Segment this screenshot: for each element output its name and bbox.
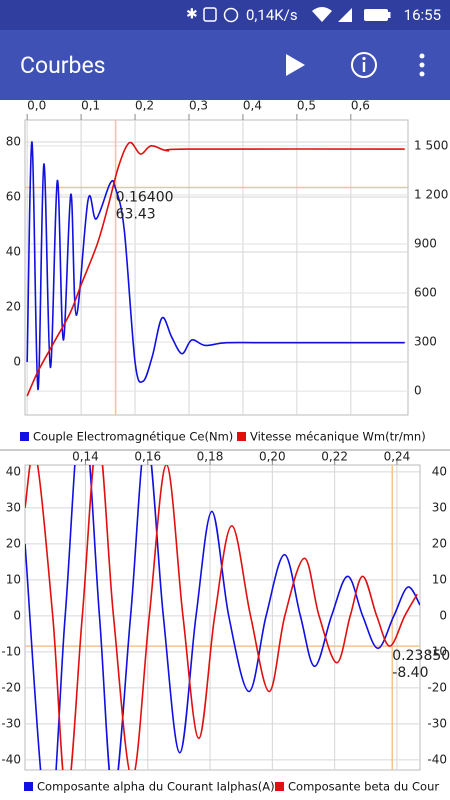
legend-swatch [275, 782, 284, 791]
y2-tick-label: 0 [414, 384, 422, 398]
y-tick-label: 20 [6, 536, 21, 550]
series-line [26, 141, 405, 391]
y-tick-label: 20 [6, 299, 21, 313]
y-tick-label: -30 [1, 716, 21, 730]
y-tick-label-right: -20 [427, 680, 447, 694]
y-tick-label: 40 [6, 244, 21, 258]
x-tick-label: 0,2 [135, 99, 154, 113]
legend-swatch [20, 432, 29, 441]
chart: 0,14 0,16 0,18 0,20 0,22 0,24-40 -40-30 -30-20-… [1, 450, 450, 794]
status-icons: ✱ [186, 7, 391, 23]
cursor-x-label: 0.23850 [392, 648, 450, 664]
y-tick-label: 40 [6, 464, 21, 478]
battery-icon [364, 9, 388, 21]
y2-tick-label: 300 [414, 335, 437, 349]
legend-label: Composante beta du Cour [288, 780, 439, 794]
bluetooth-icon: ✱ [186, 7, 198, 23]
y-tick-label: 80 [6, 134, 21, 148]
plot-area [24, 464, 421, 771]
legend-label: Vitesse mécanique Wm(tr/mn) [250, 430, 426, 444]
signal-icon [338, 8, 352, 22]
y-tick-label: -10 [1, 644, 21, 658]
y-tick-label: -20 [1, 680, 21, 694]
cursor-x-label: 0.16400 [116, 190, 174, 206]
legend-swatch [237, 432, 246, 441]
plot-lines [25, 465, 420, 770]
y-tick-label: 10 [6, 572, 21, 586]
x-tick-label: 0,16 [134, 450, 161, 464]
x-tick-label: 0,3 [189, 99, 208, 113]
alarm-icon [223, 7, 239, 23]
legend-label: Composante alpha du Courant Ialphas(A) [37, 780, 275, 794]
battery-tip [388, 12, 391, 18]
y2-tick-label: 600 [414, 286, 437, 300]
x-tick-label: 0,4 [243, 99, 262, 113]
x-tick-label: 0,0 [27, 99, 46, 113]
x-tick-label: 0,14 [72, 450, 99, 464]
x-tick-label: 0,20 [259, 450, 286, 464]
y-tick-label-right: -10 [427, 644, 447, 658]
legend-swatch [24, 782, 33, 791]
x-tick-label: 0,6 [351, 99, 370, 113]
y-tick-label-right: -40 [427, 752, 447, 766]
network-speed: 0,14K/s [246, 6, 298, 24]
series-line [25, 465, 418, 770]
app-title: Courbes [20, 52, 106, 79]
y-tick-label-right: 0 [439, 608, 447, 622]
y-tick-label: 60 [6, 189, 21, 203]
plot-lines [25, 120, 408, 415]
x-tick-label: 0,22 [321, 450, 348, 464]
legend-label: Couple Electromagnétique Ce(Nm) [33, 430, 233, 444]
x-tick-label: 0,1 [81, 99, 100, 113]
vibrate-icon [203, 7, 217, 22]
y-tick-label-right: 10 [432, 572, 447, 586]
y-tick-label: 0 [13, 608, 21, 622]
chart: 0,0 0,1 0,2 0,3 0,4 0,5 0,6 0 20 40 60 80 0 300 600 900… [6, 99, 449, 444]
y-tick-label: 30 [6, 500, 21, 514]
x-tick-label: 0,24 [384, 450, 411, 464]
y-tick-label-right: 40 [432, 464, 447, 478]
clock: 16:55 [404, 6, 441, 24]
y-tick-label-right: 20 [432, 536, 447, 550]
play-button[interactable] [286, 54, 305, 76]
y-tick-label-right: 30 [432, 500, 447, 514]
wifi-icon [312, 7, 332, 22]
y2-tick-label: 1 200 [414, 187, 448, 201]
y-tick-label: -40 [1, 752, 21, 766]
y2-tick-label: 900 [414, 236, 437, 250]
info-button[interactable] [351, 52, 377, 78]
series-line [26, 141, 405, 397]
y-tick-label-right: -30 [427, 716, 447, 730]
y-tick-label: 0 [13, 354, 21, 368]
y2-tick-label: 1 500 [414, 138, 448, 152]
cursor-y-label: 63.43 [116, 207, 156, 223]
menu-button[interactable] [419, 53, 425, 77]
cursor-y-label: -8.40 [392, 665, 428, 681]
plot-area [24, 119, 409, 416]
x-tick-label: 0,18 [197, 450, 224, 464]
x-tick-label: 0,5 [297, 99, 316, 113]
